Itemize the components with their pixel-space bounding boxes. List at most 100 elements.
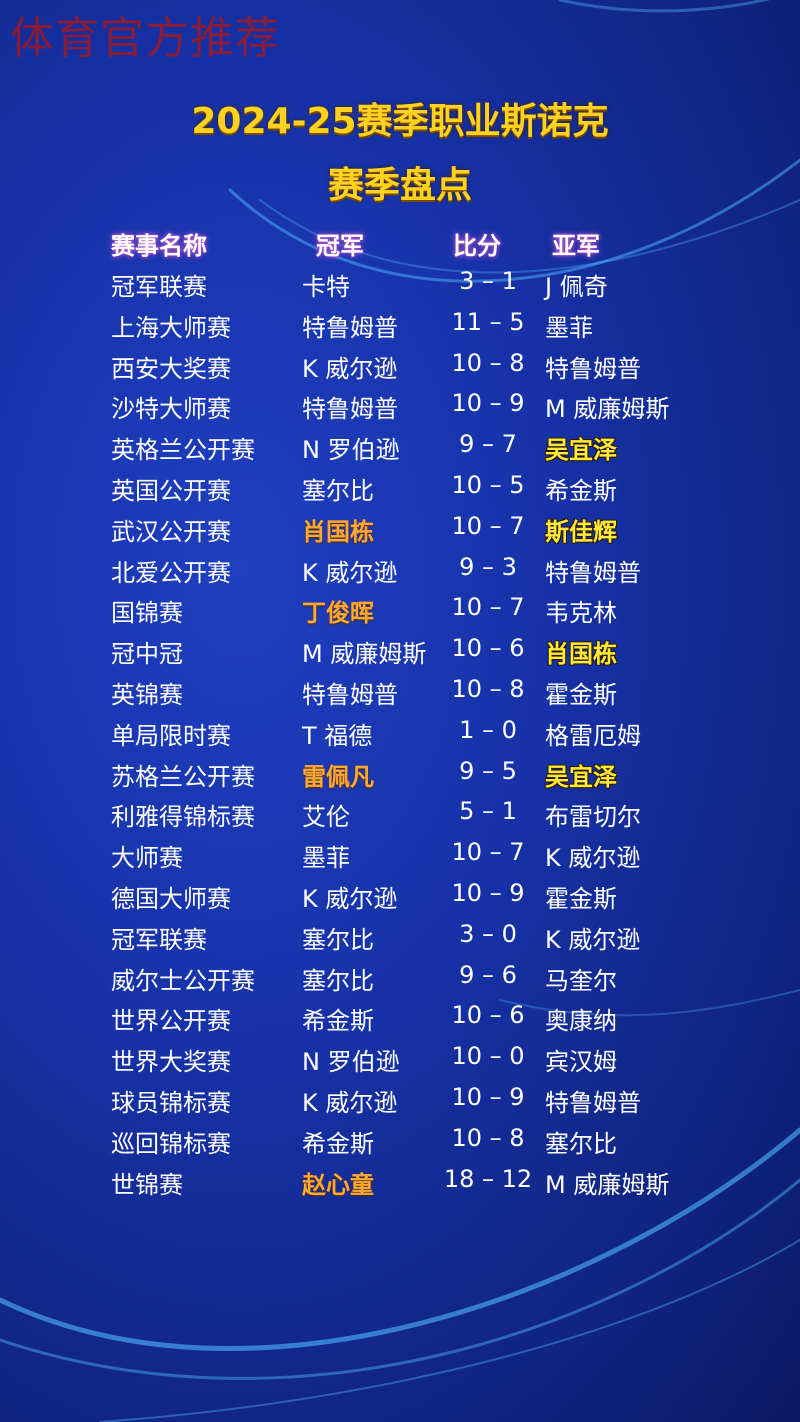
score: 1 – 0 — [459, 715, 517, 744]
runner-up-name: 吴宜泽 — [545, 436, 617, 465]
table-row: 国锦赛 丁俊晖 10 – 7 韦克林 — [0, 593, 800, 633]
runner-up-name: 特鲁姆普 — [545, 1089, 641, 1117]
watermark: 体育官方推荐 — [10, 13, 280, 64]
score: 9 – 7 — [459, 430, 517, 459]
champion-name: K 威尔逊 — [302, 354, 398, 383]
champion-name: K 威尔逊 — [302, 1089, 398, 1117]
event-name: 世界大奖赛 — [111, 1048, 231, 1077]
champion-name: 肖国栋 — [302, 517, 374, 546]
runner-up-name: 霍金斯 — [545, 681, 617, 709]
score: 10 – 8 — [451, 348, 525, 377]
runner-up-name: 肖国栋 — [545, 640, 617, 669]
event-name: 冠军联赛 — [111, 925, 207, 954]
event-name: 西安大奖赛 — [111, 354, 231, 383]
table-row: 英锦赛 特鲁姆普 10 – 8 霍金斯 — [0, 675, 800, 715]
table-row: 英国公开赛 塞尔比 10 – 5 希金斯 — [0, 471, 800, 511]
table-row: 世界公开赛 希金斯 10 – 6 奥康纳 — [0, 1001, 800, 1041]
event-name: 大师赛 — [111, 844, 183, 873]
champion-name: 雷佩凡 — [302, 762, 374, 791]
score: 10 – 5 — [451, 471, 525, 499]
runner-up-name: 霍金斯 — [545, 885, 617, 913]
event-name: 世锦赛 — [111, 1170, 183, 1199]
score: 3 – 1 — [459, 267, 517, 295]
score: 10 – 9 — [451, 1083, 525, 1111]
champion-name: K 威尔逊 — [302, 885, 398, 913]
poster-title: 2024-25赛季职业斯诺克 — [191, 101, 609, 142]
runner-up-name: 吴宜泽 — [545, 762, 617, 791]
table-row: 冠军联赛 塞尔比 3 – 0 K 威尔逊 — [0, 920, 800, 960]
table-row: 沙特大师赛 特鲁姆普 10 – 9 M 威廉姆斯 — [0, 389, 800, 429]
event-name: 冠中冠 — [111, 640, 183, 669]
event-name: 巡回锦标赛 — [111, 1129, 231, 1158]
table-row: 武汉公开赛 肖国栋 10 – 7 斯佳辉 — [0, 512, 800, 552]
event-name: 英国公开赛 — [111, 477, 231, 505]
table-row: 北爱公开赛 K 威尔逊 9 – 3 特鲁姆普 — [0, 553, 800, 593]
poster-subtitle: 赛季盘点 — [327, 165, 472, 206]
champion-name: 赵心童 — [302, 1170, 374, 1199]
champion-name: 特鲁姆普 — [302, 681, 398, 709]
champion-name: 卡特 — [302, 273, 350, 301]
event-name: 沙特大师赛 — [111, 395, 231, 424]
table-row: 上海大师赛 特鲁姆普 11 – 5 墨菲 — [0, 308, 800, 348]
score: 10 – 0 — [451, 1042, 525, 1071]
table-row: 利雅得锦标赛 艾伦 5 – 1 布雷切尔 — [0, 797, 800, 837]
event-name: 球员锦标赛 — [111, 1089, 231, 1117]
score: 10 – 7 — [451, 511, 525, 540]
runner-up-name: M 威廉姆斯 — [545, 395, 670, 424]
header-champion: 冠军 — [316, 232, 364, 260]
runner-up-name: 格雷厄姆 — [545, 721, 641, 750]
champion-name: 特鲁姆普 — [302, 395, 398, 424]
champion-name: 墨菲 — [302, 844, 350, 873]
champion-name: 丁俊晖 — [302, 599, 374, 628]
table-row: 苏格兰公开赛 雷佩凡 9 – 5 吴宜泽 — [0, 757, 800, 797]
runner-up-name: K 威尔逊 — [545, 925, 641, 954]
event-name: 世界公开赛 — [111, 1007, 231, 1036]
runner-up-name: 布雷切尔 — [545, 803, 641, 832]
score: 18 – 12 — [443, 1164, 533, 1193]
runner-up-name: 马奎尔 — [545, 966, 617, 995]
score: 9 – 5 — [459, 756, 517, 785]
table-row: 西安大奖赛 K 威尔逊 10 – 8 特鲁姆普 — [0, 349, 800, 389]
score: 5 – 1 — [459, 797, 517, 826]
table-row: 冠中冠 M 威廉姆斯 10 – 6 肖国栋 — [0, 634, 800, 674]
runner-up-name: 希金斯 — [545, 477, 617, 505]
runner-up-name: 韦克林 — [545, 599, 617, 628]
runner-up-name: 奥康纳 — [545, 1007, 617, 1036]
event-name: 威尔士公开赛 — [111, 966, 255, 995]
runner-up-name: 墨菲 — [545, 313, 593, 342]
table-row: 德国大师赛 K 威尔逊 10 – 9 霍金斯 — [0, 879, 800, 919]
table-row: 威尔士公开赛 塞尔比 9 – 6 马奎尔 — [0, 961, 800, 1001]
champion-name: N 罗伯逊 — [302, 1048, 400, 1077]
event-name: 武汉公开赛 — [111, 517, 231, 546]
score: 10 – 7 — [451, 593, 525, 622]
runner-up-name: 斯佳辉 — [545, 517, 617, 546]
event-name: 英锦赛 — [111, 681, 183, 709]
header-event: 赛事名称 — [111, 232, 207, 260]
score: 11 – 5 — [451, 307, 525, 336]
champion-name: T 福德 — [302, 721, 373, 750]
header-score: 比分 — [453, 232, 501, 260]
champion-name: M 威廉姆斯 — [302, 640, 427, 669]
table-row: 大师赛 墨菲 10 – 7 K 威尔逊 — [0, 838, 800, 878]
runner-up-name: J 佩奇 — [545, 273, 608, 301]
runner-up-name: 特鲁姆普 — [545, 354, 641, 383]
score: 10 – 8 — [451, 1123, 525, 1152]
runner-up-name: 特鲁姆普 — [545, 558, 641, 587]
champion-name: 塞尔比 — [302, 477, 374, 505]
event-name: 英格兰公开赛 — [111, 436, 255, 465]
table-row: 球员锦标赛 K 威尔逊 10 – 9 特鲁姆普 — [0, 1083, 800, 1123]
event-name: 单局限时赛 — [111, 721, 231, 750]
table-row: 巡回锦标赛 希金斯 10 – 8 塞尔比 — [0, 1124, 800, 1164]
champion-name: 特鲁姆普 — [302, 313, 398, 342]
runner-up-name: M 威廉姆斯 — [545, 1170, 670, 1199]
champion-name: K 威尔逊 — [302, 558, 398, 587]
event-name: 北爱公开赛 — [111, 558, 231, 587]
table-row: 世界大奖赛 N 罗伯逊 10 – 0 宾汉姆 — [0, 1042, 800, 1082]
champion-name: 希金斯 — [302, 1129, 374, 1158]
champion-name: 塞尔比 — [302, 966, 374, 995]
event-name: 冠军联赛 — [111, 273, 207, 301]
score: 10 – 9 — [451, 879, 525, 907]
runner-up-name: 塞尔比 — [545, 1129, 617, 1158]
score: 9 – 3 — [459, 552, 517, 581]
score: 9 – 6 — [459, 960, 517, 989]
